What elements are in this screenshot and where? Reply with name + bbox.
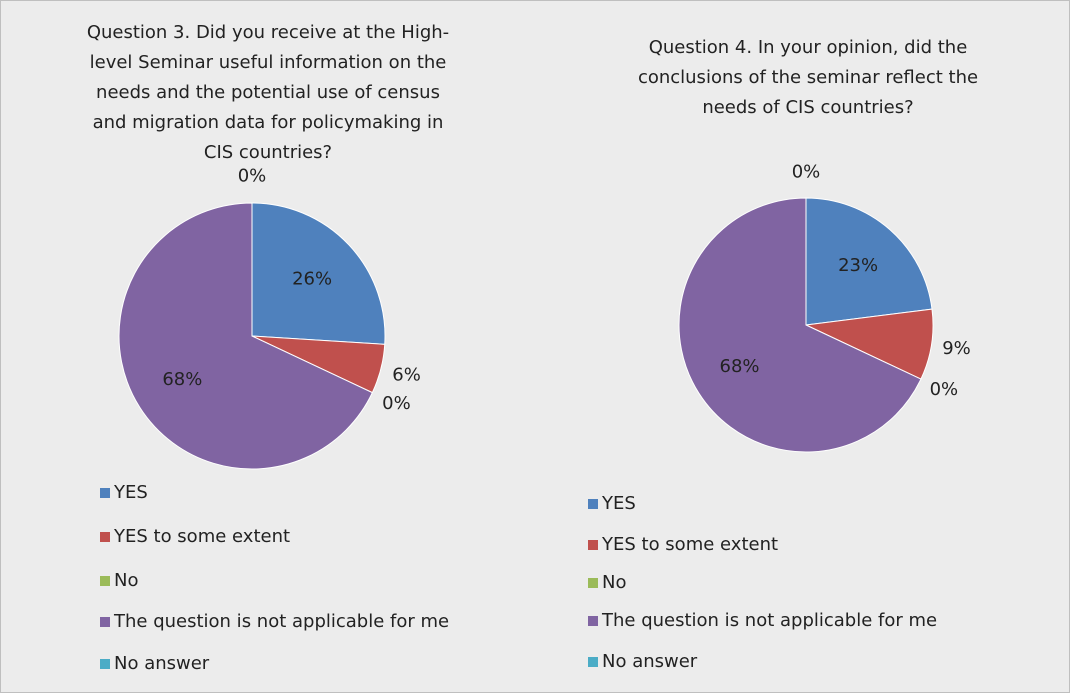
legend-label: YES [113, 482, 148, 503]
legend-label: YES to some extent [601, 534, 778, 555]
legend-swatch [100, 576, 110, 586]
pie-slice [805, 197, 933, 326]
legend-label: YES to some extent [113, 526, 290, 547]
legend-label: No [114, 570, 138, 591]
legend-label: The question is not applicable for me [601, 610, 937, 631]
legend-label: The question is not applicable for me [113, 611, 449, 632]
legend-swatch [588, 540, 598, 550]
data-label: 0% [238, 165, 267, 186]
data-label: 23% [838, 255, 878, 276]
chart-title: CIS countries? [204, 142, 332, 163]
legend-swatch [100, 532, 110, 542]
legend-swatch [100, 659, 110, 669]
legend-swatch [100, 617, 110, 627]
legend-swatch [588, 499, 598, 509]
legend-label: No answer [602, 651, 698, 672]
legend-swatch [588, 616, 598, 626]
pie-slice [678, 197, 922, 453]
data-label: 26% [292, 269, 332, 290]
data-label: 6% [392, 365, 421, 386]
data-label: 0% [382, 393, 411, 414]
data-label: 9% [942, 338, 971, 359]
data-label: 0% [792, 162, 821, 183]
chart-title: Question 3. Did you receive at the High- [87, 22, 449, 43]
legend-swatch [588, 657, 598, 667]
data-label: 68% [162, 369, 202, 390]
legend-label: YES [601, 493, 636, 514]
chart-title: needs of CIS countries? [702, 97, 913, 118]
chart-title: conclusions of the seminar reflect the [638, 67, 978, 88]
legend-label: No answer [114, 653, 210, 674]
data-label: 0% [930, 379, 959, 400]
chart-title: needs and the potential use of census [96, 82, 440, 103]
chart-title: and migration data for policymaking in [93, 112, 444, 133]
chart-title: level Seminar useful information on the [90, 52, 447, 73]
legend-swatch [100, 488, 110, 498]
data-label: 68% [720, 356, 760, 377]
pie-slice [118, 202, 374, 470]
chart-title: Question 4. In your opinion, did the [649, 37, 968, 58]
pie-slice [251, 202, 386, 345]
legend-label: No [602, 572, 626, 593]
legend-swatch [588, 578, 598, 588]
